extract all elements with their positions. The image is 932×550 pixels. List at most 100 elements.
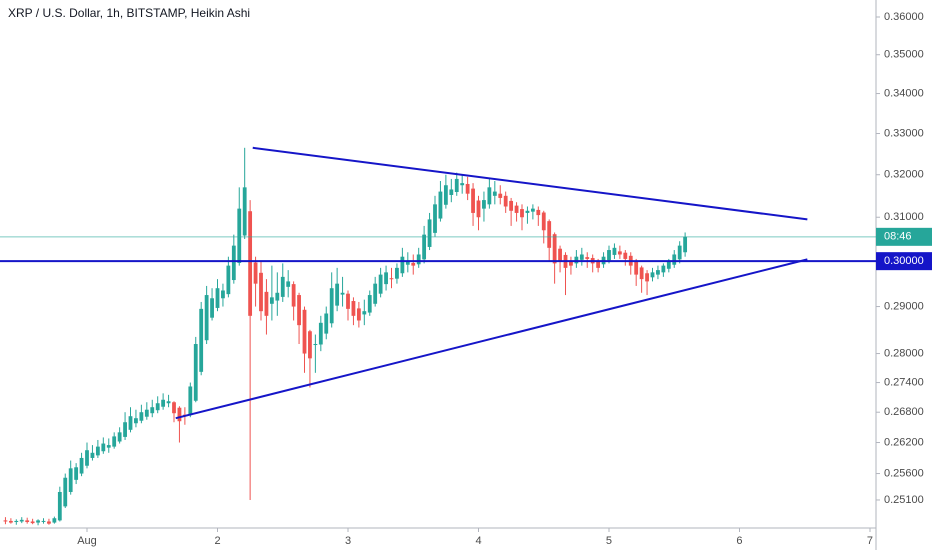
x-tick-label: 2 xyxy=(214,535,220,547)
price-label: 08:46 xyxy=(884,231,912,243)
candle-body xyxy=(25,520,30,523)
candle-body xyxy=(346,293,350,309)
candle-body xyxy=(666,261,671,269)
candle-body xyxy=(617,251,622,255)
candle-body xyxy=(405,261,410,265)
candle-body xyxy=(134,418,138,424)
candle-body xyxy=(471,188,475,213)
y-tick-label: 0.31000 xyxy=(884,211,924,223)
candle-body xyxy=(351,301,356,316)
candle-body xyxy=(106,445,111,448)
candle-body xyxy=(90,452,95,458)
candle-body xyxy=(79,457,84,474)
candle-body xyxy=(596,260,601,268)
candle-body xyxy=(340,292,345,295)
candle-body xyxy=(547,221,552,248)
x-tick-label: 5 xyxy=(606,535,612,547)
candle-body xyxy=(280,276,285,297)
candle-body xyxy=(395,267,399,279)
candle-body xyxy=(248,211,253,316)
y-tick-label: 0.32000 xyxy=(884,169,924,181)
candle-body xyxy=(677,245,682,260)
candle-body xyxy=(449,189,454,195)
x-tick-label: 6 xyxy=(736,535,742,547)
trend-line xyxy=(175,258,808,420)
candle-body xyxy=(324,313,329,334)
candle-body xyxy=(645,273,649,282)
candle-body xyxy=(63,477,68,507)
y-tick-label: 0.35000 xyxy=(884,49,924,61)
x-tick-label: 3 xyxy=(345,535,351,547)
candle-body xyxy=(318,322,323,345)
candle-body xyxy=(112,436,117,447)
candle-body xyxy=(52,518,57,523)
candle-body xyxy=(57,491,62,521)
candle-body xyxy=(308,331,312,359)
candle-body xyxy=(623,252,628,259)
candle-body xyxy=(237,208,242,263)
candle-body xyxy=(574,256,579,264)
candle-body xyxy=(552,234,557,264)
candle-body xyxy=(188,386,193,416)
x-tick-label: 4 xyxy=(475,535,481,547)
candle-body xyxy=(476,200,481,218)
candle-body xyxy=(335,283,340,306)
candle-body xyxy=(683,236,688,253)
candle-body xyxy=(400,256,405,274)
candle-body xyxy=(215,288,220,308)
candle-body xyxy=(242,187,247,236)
candle-body xyxy=(367,295,372,313)
candle-body xyxy=(585,257,590,259)
candle-body xyxy=(128,416,133,430)
candle-body xyxy=(465,183,470,194)
candle-body xyxy=(362,311,367,315)
candle-body xyxy=(117,432,122,442)
y-tick-label: 0.34000 xyxy=(884,87,924,99)
candle-body xyxy=(74,467,79,480)
y-tick-label: 0.36000 xyxy=(884,11,924,23)
candle-body xyxy=(297,295,301,326)
candle-body xyxy=(509,200,514,211)
candle-body xyxy=(373,283,378,304)
candle-body xyxy=(411,262,416,266)
candle-body xyxy=(612,247,617,255)
candle-body xyxy=(634,260,639,275)
candle-body xyxy=(275,292,280,301)
candle-body xyxy=(302,309,307,354)
candle-body xyxy=(221,290,225,299)
candle-body xyxy=(210,298,214,318)
candle-body xyxy=(166,401,171,404)
candle-body xyxy=(264,291,269,316)
candle-body xyxy=(656,270,660,275)
candle-body xyxy=(514,205,519,213)
candle-body xyxy=(503,195,508,207)
candle-body xyxy=(569,261,573,266)
candle-body xyxy=(422,234,427,260)
y-tick-label: 0.25100 xyxy=(884,494,924,506)
candle-body xyxy=(416,254,421,265)
candle-body xyxy=(498,193,503,198)
candle-body xyxy=(19,519,24,522)
candle-body xyxy=(226,265,231,295)
candle-body xyxy=(68,468,73,492)
y-tick-label: 0.26200 xyxy=(884,436,924,448)
candle-body xyxy=(3,520,8,522)
candle-body xyxy=(172,402,176,414)
candle-body xyxy=(101,443,106,452)
y-tick-label: 0.25600 xyxy=(884,467,924,479)
candle-body xyxy=(427,219,432,247)
candle-body xyxy=(672,254,677,265)
candle-body xyxy=(253,262,258,284)
candle-body xyxy=(193,344,198,401)
candle-body xyxy=(269,297,274,304)
candle-body xyxy=(177,407,182,422)
candle-body xyxy=(30,521,35,524)
candle-body xyxy=(144,409,149,417)
candle-body xyxy=(443,185,448,205)
candle-body xyxy=(433,204,437,233)
candle-body xyxy=(487,187,492,205)
candle-body xyxy=(199,308,204,372)
trend-line xyxy=(252,146,808,221)
